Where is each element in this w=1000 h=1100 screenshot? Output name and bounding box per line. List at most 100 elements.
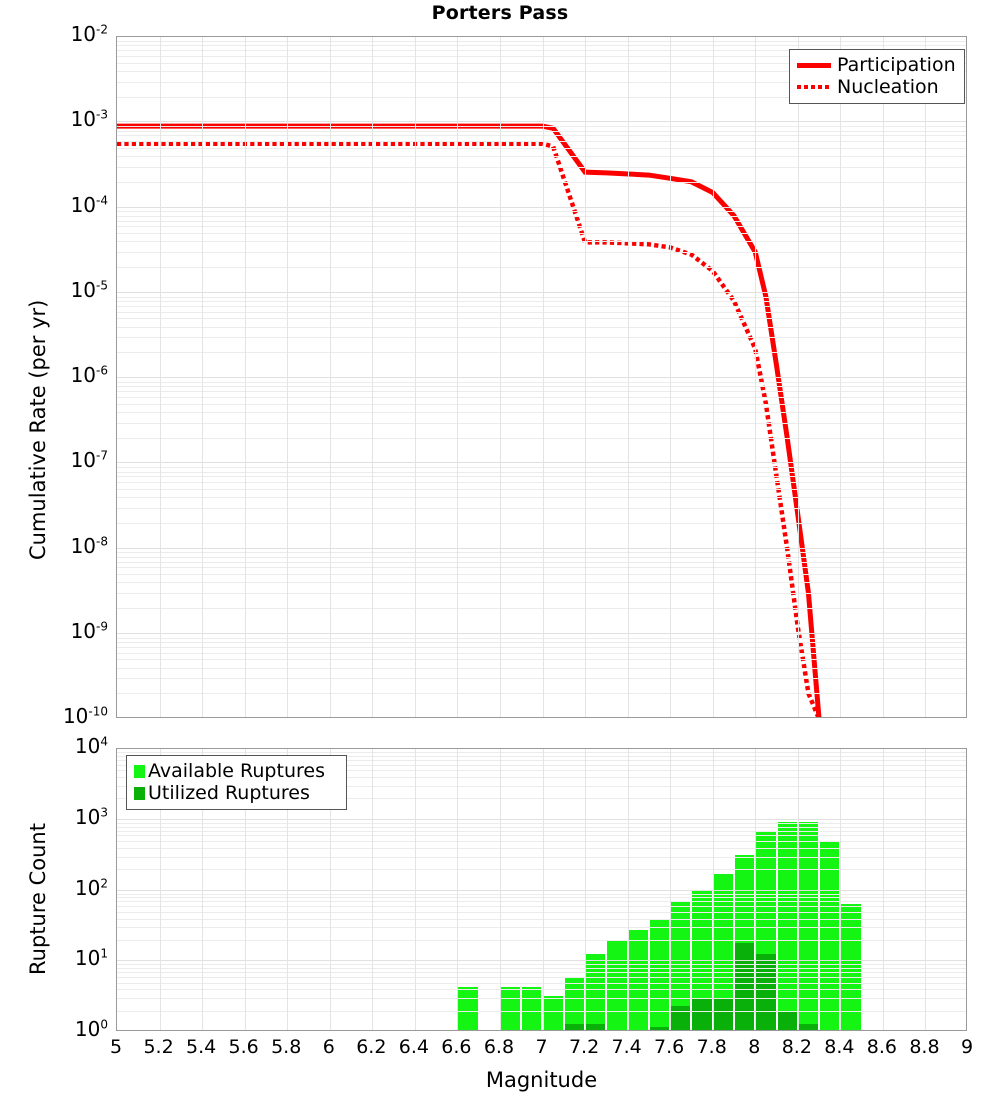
cumulative-rate-plot [116, 36, 967, 718]
gridline-vertical [542, 37, 544, 717]
gridline-vertical [712, 37, 714, 717]
gridline-vertical [202, 749, 204, 1030]
y-tick-label: 10-10 [62, 704, 108, 728]
gridline-minor [117, 476, 966, 478]
gridline-vertical [840, 749, 842, 1030]
gridline-minor [117, 437, 966, 439]
utilized-rupture-segment [586, 1024, 606, 1030]
gridline-minor [117, 226, 966, 228]
gridline-minor [117, 567, 966, 569]
gridline-minor [117, 40, 966, 42]
gridline-vertical [797, 749, 799, 1030]
utilized-rupture-segment [798, 1024, 819, 1030]
gridline-minor [117, 70, 966, 72]
gridline-minor [117, 381, 966, 383]
gridline [117, 291, 966, 293]
gridline-minor [117, 552, 966, 554]
gridline-minor [117, 785, 966, 787]
legend-item-available: Available Ruptures [134, 760, 339, 782]
x-tick-label: 6.8 [483, 1036, 515, 1058]
utilized-rupture-segment [713, 998, 733, 1030]
gridline-vertical [287, 749, 289, 1030]
x-tick-label: 5.2 [143, 1036, 174, 1058]
rupture-bar [734, 854, 755, 1030]
x-axis-title: Magnitude [485, 1068, 598, 1092]
gridline-minor [117, 488, 966, 490]
gridline-minor [117, 982, 966, 984]
gridline-vertical [925, 37, 927, 717]
curve-legend: Participation Nucleation [789, 49, 965, 104]
gridline-minor [117, 241, 966, 243]
gridline-minor [117, 989, 966, 991]
gridline-vertical [457, 37, 459, 717]
legend-item-utilized: Utilized Ruptures [134, 782, 339, 804]
legend-label-participation: Participation [837, 53, 956, 76]
y-tick-label: 10-4 [70, 192, 108, 217]
gridline-minor [117, 637, 966, 639]
rupture-bar [522, 987, 542, 1030]
gridline-minor [117, 918, 966, 920]
utilized-rupture-segment [734, 942, 755, 1030]
gridline-minor [117, 147, 966, 149]
gridline-minor [117, 582, 966, 584]
gridline-vertical [329, 37, 331, 717]
gridline-minor [117, 233, 966, 235]
gridline-minor [117, 126, 966, 128]
gridline-vertical [287, 37, 289, 717]
gridline-vertical [499, 749, 501, 1030]
gridline-vertical [627, 749, 629, 1030]
gridline-minor [117, 181, 966, 183]
gridline-minor [117, 593, 966, 595]
legend-label-available: Available Ruptures [148, 759, 325, 782]
page-title: Porters Pass [431, 2, 569, 24]
gridline-minor [117, 135, 966, 137]
gridline-minor [117, 964, 966, 966]
x-tick-label: 8.6 [866, 1036, 897, 1058]
gridline-vertical [414, 749, 416, 1030]
gridline-minor [117, 869, 966, 871]
gridline-minor [117, 55, 966, 57]
utilized-rupture-segment [777, 1011, 797, 1030]
gridline-vertical [797, 37, 799, 717]
rupture-bar [458, 987, 478, 1030]
gridline-minor [117, 81, 966, 83]
y-tick-label: 10-9 [70, 618, 108, 643]
gridline [117, 121, 966, 123]
gridline-minor [117, 893, 966, 895]
gridline-minor [117, 467, 966, 469]
y-tick-label: 10-2 [70, 22, 108, 46]
gridline-minor [117, 826, 966, 828]
x-tick-label: 7.4 [611, 1036, 642, 1058]
gridline-vertical [925, 749, 927, 1030]
gridline-minor [117, 906, 966, 908]
gridline-minor [117, 972, 966, 974]
gridline-minor [117, 646, 966, 648]
gridline-minor [117, 847, 966, 849]
x-tick-label: 6.6 [441, 1036, 472, 1058]
x-tick-label: 5.4 [185, 1036, 217, 1058]
gridline-minor [117, 574, 966, 576]
gridline-minor [117, 403, 966, 405]
bottom-y-axis-title: Rupture Count [26, 823, 50, 975]
gridline-vertical [627, 37, 629, 717]
gridline-minor [117, 482, 966, 484]
gridline-minor [117, 764, 966, 766]
gridline-minor [117, 411, 966, 413]
rupture-bar [564, 977, 585, 1030]
gridline [117, 206, 966, 208]
gridline-minor [117, 755, 966, 757]
gridline-minor [117, 968, 966, 970]
gridline-minor [117, 841, 966, 843]
gridline-minor [117, 141, 966, 143]
x-tick-label: 8.2 [781, 1036, 812, 1058]
gridline-minor [117, 998, 966, 1000]
utilized-rupture-segment [692, 998, 712, 1030]
gridline-vertical [244, 37, 246, 717]
legend-item-participation: Participation [797, 54, 957, 76]
gridline-vertical [712, 749, 714, 1030]
y-tick-label: 103 [74, 804, 108, 829]
gridline-minor [117, 830, 966, 832]
gridline-minor [117, 927, 966, 929]
gridline-vertical [882, 37, 884, 717]
